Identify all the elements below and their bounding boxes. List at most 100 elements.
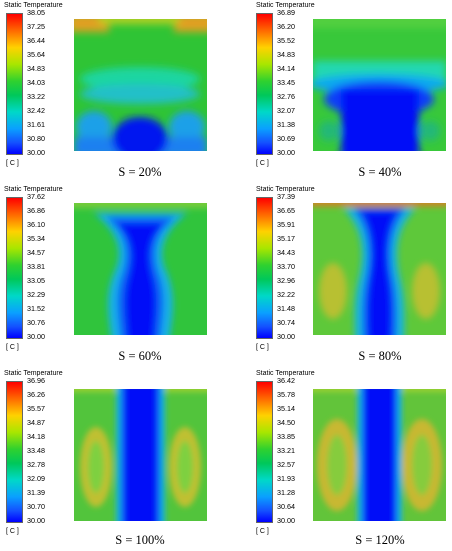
contour-panel-s20: Static Temperature 38.05 37.25 36.44 35.… [0,0,226,183]
tick-label: 36.20 [277,22,295,31]
tick-label: 30.70 [27,502,45,511]
tick-label: 32.78 [27,460,45,469]
case-label: S = 40% [358,165,402,179]
colorbar-title: Static Temperature [4,2,63,9]
contour-panel-s80: Static Temperature 37.39 36.65 35.91 35.… [256,184,452,367]
tick-label: 31.38 [277,120,295,129]
tick-label: 34.03 [27,78,45,87]
tick-label: 32.96 [277,276,295,285]
contour-plot [313,203,446,335]
tick-label: 30.00 [27,332,45,341]
case-label: S = 60% [118,349,162,363]
tick-label: 35.14 [277,404,295,413]
tick-label: 37.25 [27,22,45,31]
tick-label: 33.22 [27,92,45,101]
tick-label: 30.69 [277,134,295,143]
tick-label: 34.18 [27,432,45,441]
contour-plot [313,389,446,521]
tick-label: 34.57 [27,248,45,257]
colorbar-title: Static Temperature [256,2,315,9]
colorbar-title: Static Temperature [256,186,315,193]
tick-label: 35.17 [277,234,295,243]
tick-label: 34.14 [277,64,295,73]
colorbar-unit: [ C ] [256,160,269,167]
tick-label: 33.70 [277,262,295,271]
colorbar [256,381,273,523]
tick-label: 36.96 [27,376,45,385]
tick-label: 32.42 [27,106,45,115]
tick-label: 35.52 [277,36,295,45]
case-label: S = 120% [355,533,405,547]
tick-label: 30.74 [277,318,295,327]
contour-plot [74,19,207,151]
tick-label: 30.00 [27,148,45,157]
tick-label: 38.05 [27,8,45,17]
tick-label: 35.78 [277,390,295,399]
tick-label: 33.21 [277,446,295,455]
contour-plot [74,389,207,521]
contour-panel-s120: Static Temperature 36.42 35.78 35.14 34.… [256,368,452,551]
colorbar [6,197,23,339]
tick-label: 31.48 [277,304,295,313]
case-label: S = 20% [118,165,162,179]
tick-label: 36.44 [27,36,45,45]
contour-panel-s100: Static Temperature 36.96 36.26 35.57 34.… [0,368,226,551]
colorbar-unit: [ C ] [6,160,19,167]
colorbar [256,13,273,155]
tick-label: 32.22 [277,290,295,299]
tick-label: 34.50 [277,418,295,427]
tick-label: 33.85 [277,432,295,441]
colorbar-title: Static Temperature [4,370,63,377]
contour-panel-s40: Static Temperature 36.89 36.20 35.52 34.… [256,0,452,183]
tick-label: 33.45 [277,78,295,87]
tick-label: 35.34 [27,234,45,243]
colorbar-title: Static Temperature [4,186,63,193]
colorbar [6,13,23,155]
tick-label: 35.91 [277,220,295,229]
tick-label: 30.64 [277,502,295,511]
tick-label: 34.83 [27,64,45,73]
tick-label: 31.61 [27,120,45,129]
tick-label: 35.57 [27,404,45,413]
tick-label: 31.52 [27,304,45,313]
colorbar [6,381,23,523]
tick-label: 32.07 [277,106,295,115]
tick-label: 31.93 [277,474,295,483]
tick-label: 33.05 [27,276,45,285]
tick-label: 32.29 [27,290,45,299]
tick-label: 37.62 [27,192,45,201]
tick-label: 32.57 [277,460,295,469]
tick-label: 35.64 [27,50,45,59]
colorbar-unit: [ C ] [256,344,269,351]
tick-label: 36.42 [277,376,295,385]
tick-label: 30.00 [277,148,295,157]
tick-label: 30.00 [27,516,45,525]
tick-label: 36.89 [277,8,295,17]
tick-label: 33.81 [27,262,45,271]
tick-label: 36.10 [27,220,45,229]
contour-plot [313,19,446,151]
tick-label: 32.76 [277,92,295,101]
case-label: S = 80% [358,349,402,363]
tick-label: 30.00 [277,516,295,525]
colorbar-title: Static Temperature [256,370,315,377]
tick-label: 36.26 [27,390,45,399]
colorbar-unit: [ C ] [256,528,269,535]
colorbar-unit: [ C ] [6,528,19,535]
contour-panel-s60: Static Temperature 37.62 36.86 36.10 35.… [0,184,226,367]
tick-label: 36.86 [27,206,45,215]
tick-label: 30.00 [277,332,295,341]
tick-label: 34.83 [277,50,295,59]
tick-label: 32.09 [27,474,45,483]
tick-label: 30.80 [27,134,45,143]
case-label: S = 100% [115,533,165,547]
tick-label: 31.39 [27,488,45,497]
colorbar [256,197,273,339]
tick-label: 33.48 [27,446,45,455]
tick-label: 30.76 [27,318,45,327]
tick-label: 37.39 [277,192,295,201]
tick-label: 34.87 [27,418,45,427]
colorbar-unit: [ C ] [6,344,19,351]
tick-label: 34.43 [277,248,295,257]
tick-label: 36.65 [277,206,295,215]
